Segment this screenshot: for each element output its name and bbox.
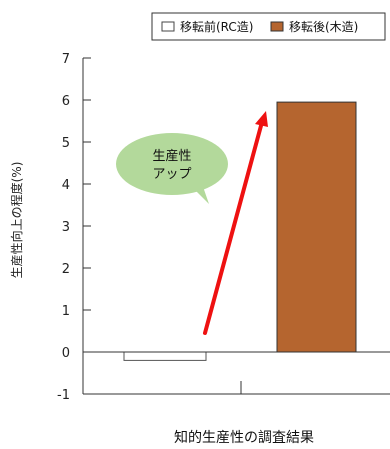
y-tick-label: 4 xyxy=(62,178,70,193)
x-axis-label: 知的生産性の調査結果 xyxy=(174,429,314,446)
bubble-body xyxy=(116,133,228,195)
bar-after-wood xyxy=(276,101,357,353)
legend-box xyxy=(151,12,386,41)
annotation-bubble: 生産性 アップ xyxy=(116,133,228,204)
y-tick-label: 0 xyxy=(62,346,70,361)
annotation-arrow-head xyxy=(255,111,268,127)
y-tick-label: 6 xyxy=(62,94,70,109)
annotation-arrow xyxy=(203,120,264,335)
y-tick-label: 5 xyxy=(62,136,70,151)
y-tick-label: 7 xyxy=(62,52,70,67)
legend-swatch-before xyxy=(161,21,175,32)
y-tick-label: 2 xyxy=(62,262,70,277)
bars xyxy=(123,101,357,361)
bar-before-rc xyxy=(123,351,207,361)
y-tick-label: 3 xyxy=(62,220,70,235)
legend-label-after: 移転後(木造) xyxy=(289,20,358,34)
y-tick-label: -1 xyxy=(57,388,70,403)
legend-swatch-after xyxy=(270,21,284,32)
y-axis-label: 生産性向上の程度(%) xyxy=(9,162,24,279)
bubble-text-line1: 生産性 xyxy=(152,148,191,164)
y-tick-label: 1 xyxy=(62,304,70,319)
bubble-text-line2: アップ xyxy=(152,167,191,182)
y-ticks: -1 0 1 2 3 4 5 6 7 xyxy=(57,52,91,403)
legend: 移転前(RC造) 移転後(木造) xyxy=(151,12,386,41)
legend-label-before: 移転前(RC造) xyxy=(180,19,253,34)
